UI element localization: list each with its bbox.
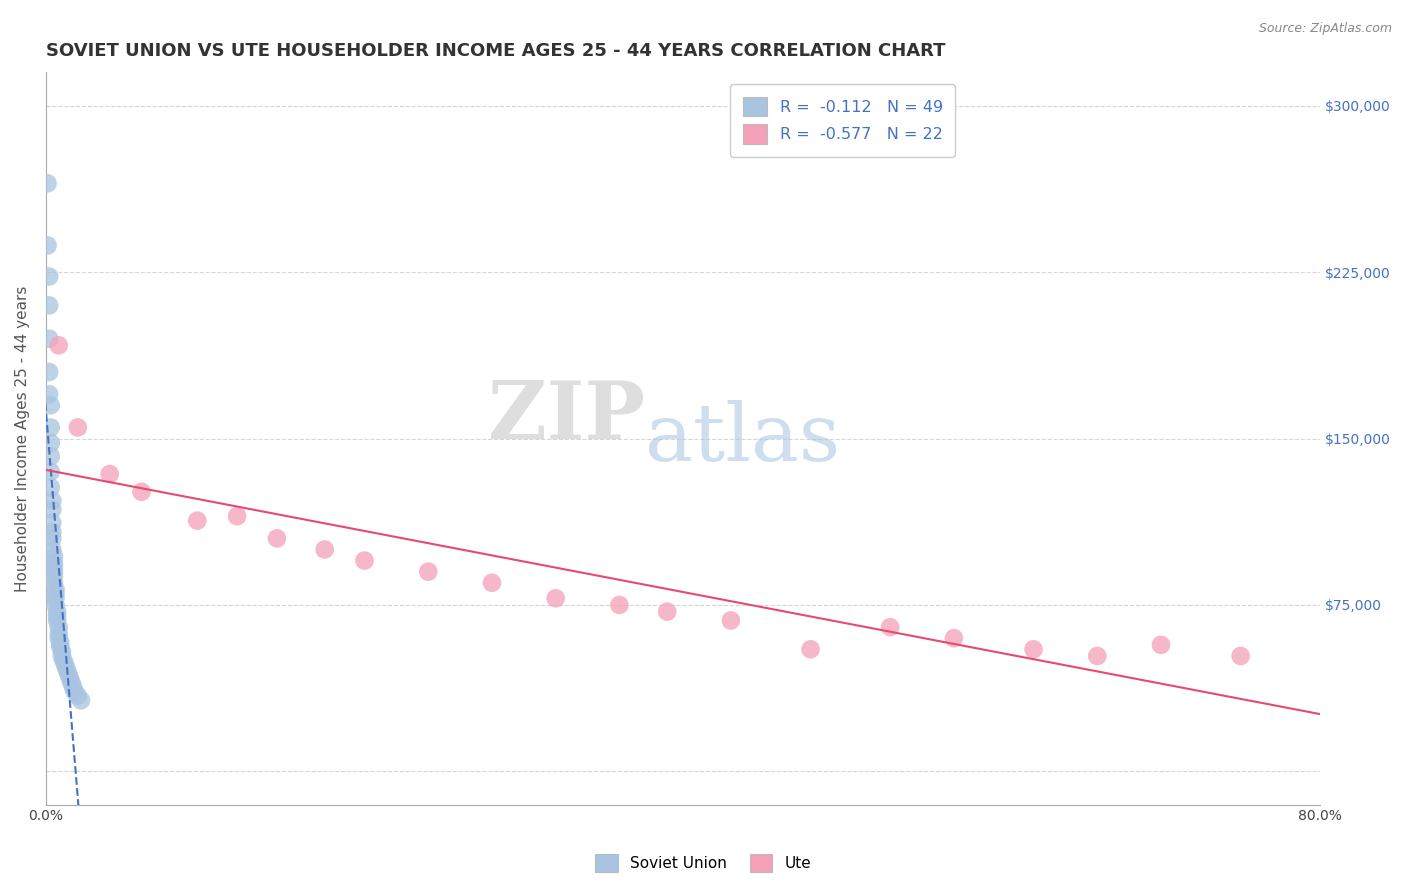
Point <box>53 657 76 672</box>
Point <box>38 365 60 379</box>
Point <box>1150 638 1173 652</box>
Point <box>66 420 89 434</box>
Point <box>131 484 153 499</box>
Point <box>42 565 65 579</box>
Point <box>70 693 93 707</box>
Legend: R =  -0.112   N = 49, R =  -0.577   N = 22: R = -0.112 N = 49, R = -0.577 N = 22 <box>730 84 956 157</box>
Point <box>942 631 965 645</box>
Point <box>48 627 70 641</box>
Point <box>38 269 60 284</box>
Point <box>38 298 60 312</box>
Text: atlas: atlas <box>645 400 839 477</box>
Point <box>48 620 70 634</box>
Point <box>226 509 249 524</box>
Legend: Soviet Union, Ute: Soviet Union, Ute <box>586 846 820 880</box>
Point <box>609 598 631 612</box>
Point <box>353 553 375 567</box>
Point <box>63 684 86 698</box>
Point <box>1022 642 1045 657</box>
Point <box>39 420 62 434</box>
Point <box>186 514 208 528</box>
Point <box>41 493 63 508</box>
Point <box>46 605 69 619</box>
Point <box>657 605 679 619</box>
Point <box>39 436 62 450</box>
Point <box>46 614 69 628</box>
Point <box>39 450 62 464</box>
Text: Source: ZipAtlas.com: Source: ZipAtlas.com <box>1258 22 1392 36</box>
Point <box>41 524 63 539</box>
Point <box>60 675 83 690</box>
Point <box>42 549 65 563</box>
Point <box>314 542 336 557</box>
Point <box>44 587 66 601</box>
Point <box>42 575 65 590</box>
Point <box>42 556 65 570</box>
Point <box>37 177 59 191</box>
Point <box>544 591 567 606</box>
Point <box>38 332 60 346</box>
Point <box>879 620 901 634</box>
Point <box>42 569 65 583</box>
Point <box>52 653 75 667</box>
Point <box>41 542 63 557</box>
Y-axis label: Householder Income Ages 25 - 44 years: Householder Income Ages 25 - 44 years <box>15 285 30 591</box>
Text: SOVIET UNION VS UTE HOUSEHOLDER INCOME AGES 25 - 44 YEARS CORRELATION CHART: SOVIET UNION VS UTE HOUSEHOLDER INCOME A… <box>46 42 945 60</box>
Point <box>44 582 66 597</box>
Point <box>266 532 288 546</box>
Point <box>418 565 440 579</box>
Point <box>1229 648 1251 663</box>
Text: ZIP: ZIP <box>488 377 645 456</box>
Point <box>799 642 821 657</box>
Point <box>46 609 69 624</box>
Point <box>39 465 62 479</box>
Point <box>42 560 65 574</box>
Point <box>44 591 66 606</box>
Point <box>1085 648 1108 663</box>
Point <box>37 238 59 252</box>
Point <box>38 387 60 401</box>
Point <box>41 502 63 516</box>
Point <box>66 689 89 703</box>
Point <box>98 467 121 481</box>
Point <box>58 666 80 681</box>
Point <box>49 635 72 649</box>
Point <box>39 480 62 494</box>
Point <box>481 575 503 590</box>
Point <box>44 598 66 612</box>
Point <box>49 640 72 654</box>
Point <box>39 398 62 412</box>
Point <box>48 338 70 352</box>
Point <box>55 662 77 676</box>
Point <box>59 671 82 685</box>
Point <box>51 644 73 658</box>
Point <box>41 516 63 530</box>
Point <box>51 648 73 663</box>
Point <box>62 680 84 694</box>
Point <box>720 614 742 628</box>
Point <box>48 631 70 645</box>
Point <box>41 532 63 546</box>
